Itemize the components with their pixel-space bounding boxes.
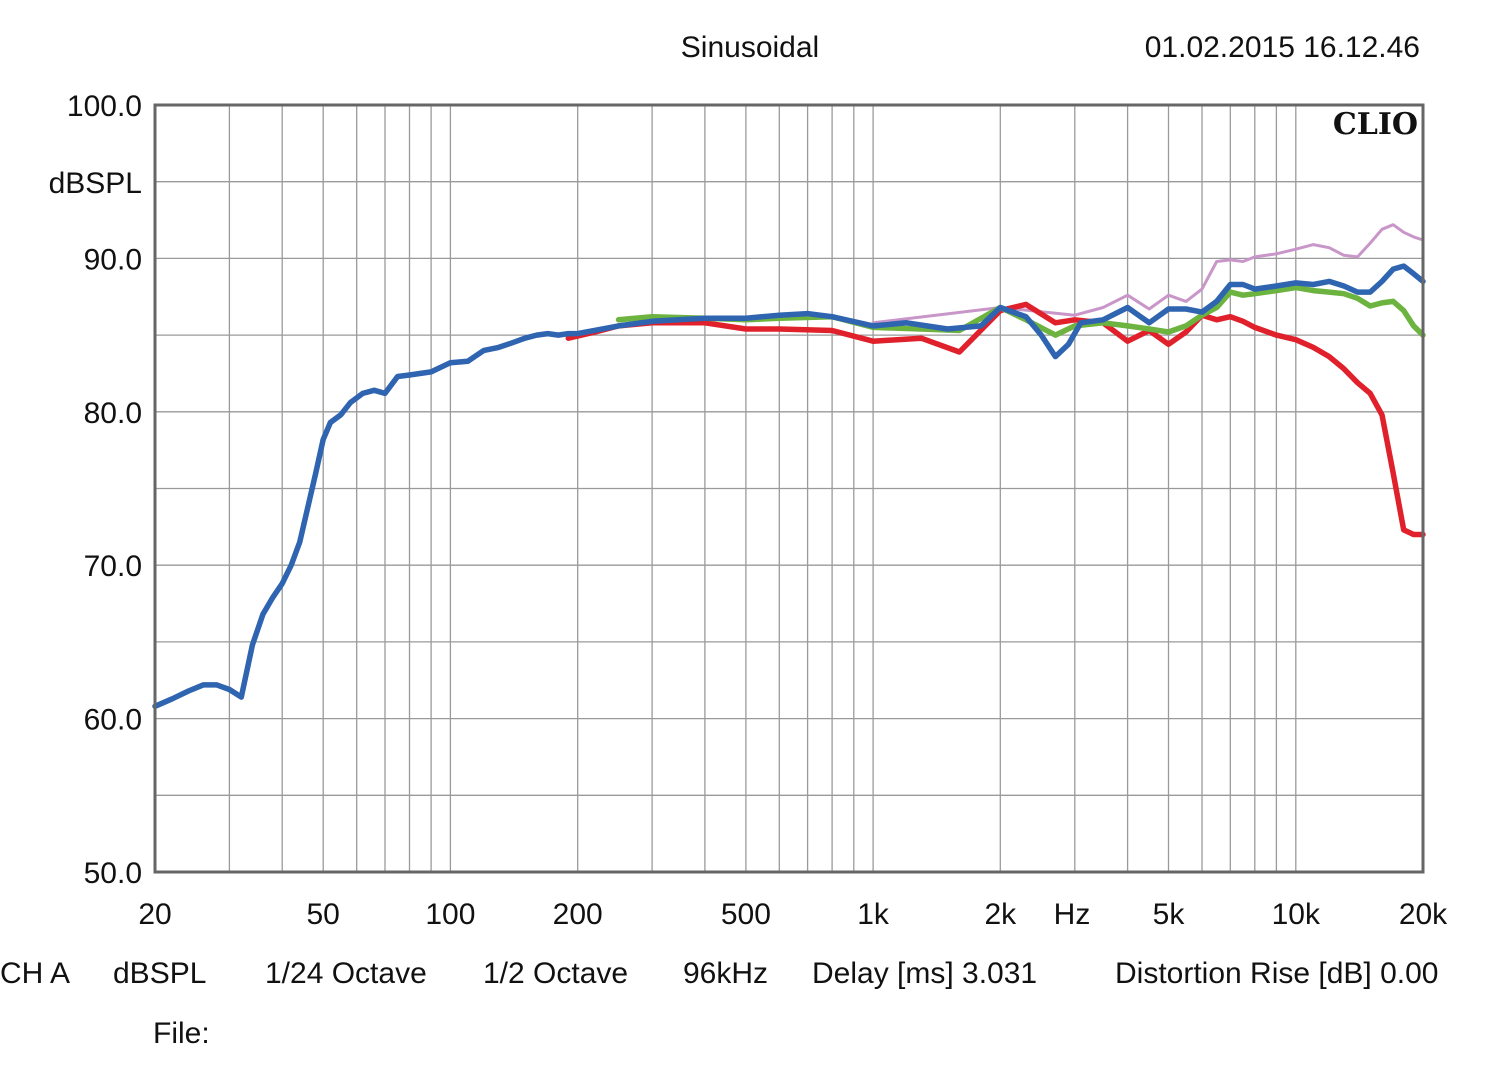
brand-logo-text: CLIO	[1333, 107, 1418, 142]
y-tick-label: 50.0	[84, 857, 142, 890]
x-tick-label: 20k	[1399, 898, 1448, 931]
y-axis-ticks: 50.0 60.0 70.0 80.0 90.0 100.0	[67, 90, 142, 890]
y-tick-label: 60.0	[84, 704, 142, 737]
measurement-datetime: 01.02.2015 16.12.46	[1145, 31, 1420, 64]
y-axis-label: dBSPL	[49, 167, 142, 200]
x-tick-label: 1k	[857, 898, 890, 931]
footer-resolution: 1/24 Octave	[265, 957, 427, 990]
series-line-1	[871, 223, 1425, 325]
footer-delay: Delay [ms] 3.031	[812, 957, 1037, 990]
x-tick-label: 50	[307, 898, 340, 931]
plot-grid	[155, 105, 1423, 872]
y-tick-label: 100.0	[67, 90, 142, 123]
plot-frame	[153, 103, 1425, 874]
y-tick-label: 90.0	[84, 243, 142, 276]
x-tick-label: 5k	[1153, 898, 1186, 931]
y-tick-label: 80.0	[84, 397, 142, 430]
x-tick-label: 200	[553, 898, 603, 931]
x-tick-label: 100	[425, 898, 475, 931]
series-line-4	[152, 263, 1426, 710]
x-tick-label: 20	[138, 898, 171, 931]
x-axis-ticks: 20 50 100 200 500 1k 2k 5k 10k 20k	[138, 898, 1448, 931]
x-tick-label: 500	[721, 898, 771, 931]
measurement-mode: Sinusoidal	[681, 31, 819, 64]
status-footer: CH A dBSPL 1/24 Octave 1/2 Octave 96kHz …	[0, 957, 1438, 1050]
footer-sample-rate: 96kHz	[683, 957, 768, 990]
y-tick-label: 70.0	[84, 550, 142, 583]
plot-series	[152, 223, 1426, 710]
footer-unit: dBSPL	[113, 957, 206, 990]
footer-smoothing: 1/2 Octave	[483, 957, 628, 990]
x-axis-label: Hz	[1054, 898, 1091, 931]
footer-channel: CH A	[0, 957, 70, 990]
series-line-2	[565, 301, 1426, 538]
footer-distortion-rise: Distortion Rise [dB] 0.00	[1115, 957, 1438, 990]
footer-file-label: File:	[153, 1017, 210, 1050]
x-tick-label: 10k	[1272, 898, 1321, 931]
x-tick-label: 2k	[984, 898, 1017, 931]
